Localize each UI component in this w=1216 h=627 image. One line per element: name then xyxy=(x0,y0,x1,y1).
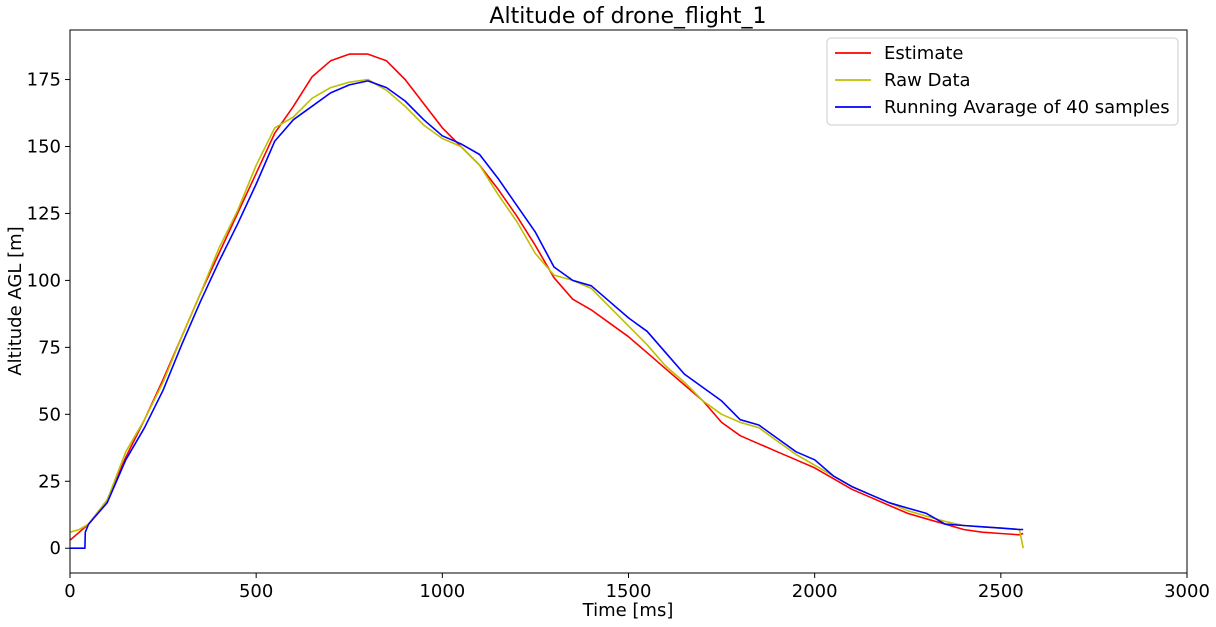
legend-label: Estimate xyxy=(884,43,964,64)
legend-label: Raw Data xyxy=(884,70,971,91)
series-line-raw-data xyxy=(69,78,1024,549)
y-tick-label: 50 xyxy=(38,404,61,425)
x-tick-label: 500 xyxy=(239,581,273,602)
series-layer xyxy=(69,53,1024,550)
x-tick-label: 1000 xyxy=(419,581,465,602)
x-tick-label: 3000 xyxy=(1164,581,1210,602)
legend: Estimate Raw Data Running Avarage of 40 sa… xyxy=(826,37,1179,126)
x-axis-label: Time [ms] xyxy=(582,600,674,621)
y-tick-label: 125 xyxy=(27,203,61,224)
legend-box xyxy=(826,37,1179,126)
y-tick-label: 0 xyxy=(50,538,61,559)
y-tick-label: 100 xyxy=(27,270,61,291)
legend-label: Running Avarage of 40 samples xyxy=(884,97,1170,118)
y-tick-label: 150 xyxy=(27,137,61,158)
x-tick-label: 2500 xyxy=(978,581,1024,602)
x-tick-label: 0 xyxy=(64,581,75,602)
y-axis-label: Altitude AGL [m] xyxy=(5,226,26,375)
y-tick-label: 75 xyxy=(38,337,61,358)
x-tick-label: 2000 xyxy=(792,581,838,602)
series-line-estimate xyxy=(69,53,1024,541)
x-tick-label: 1500 xyxy=(606,581,652,602)
chart-title: Altitude of drone_flight_1 xyxy=(489,4,766,29)
y-tick-label: 25 xyxy=(38,471,61,492)
y-axis: 0 25 50 75 100 125 150 175 xyxy=(27,70,70,559)
y-tick-label: 175 xyxy=(27,70,61,91)
x-axis: 0 500 1000 1500 2000 2500 3000 xyxy=(64,573,1210,602)
series-line-running-avarage-of-40-samples xyxy=(70,80,1024,550)
